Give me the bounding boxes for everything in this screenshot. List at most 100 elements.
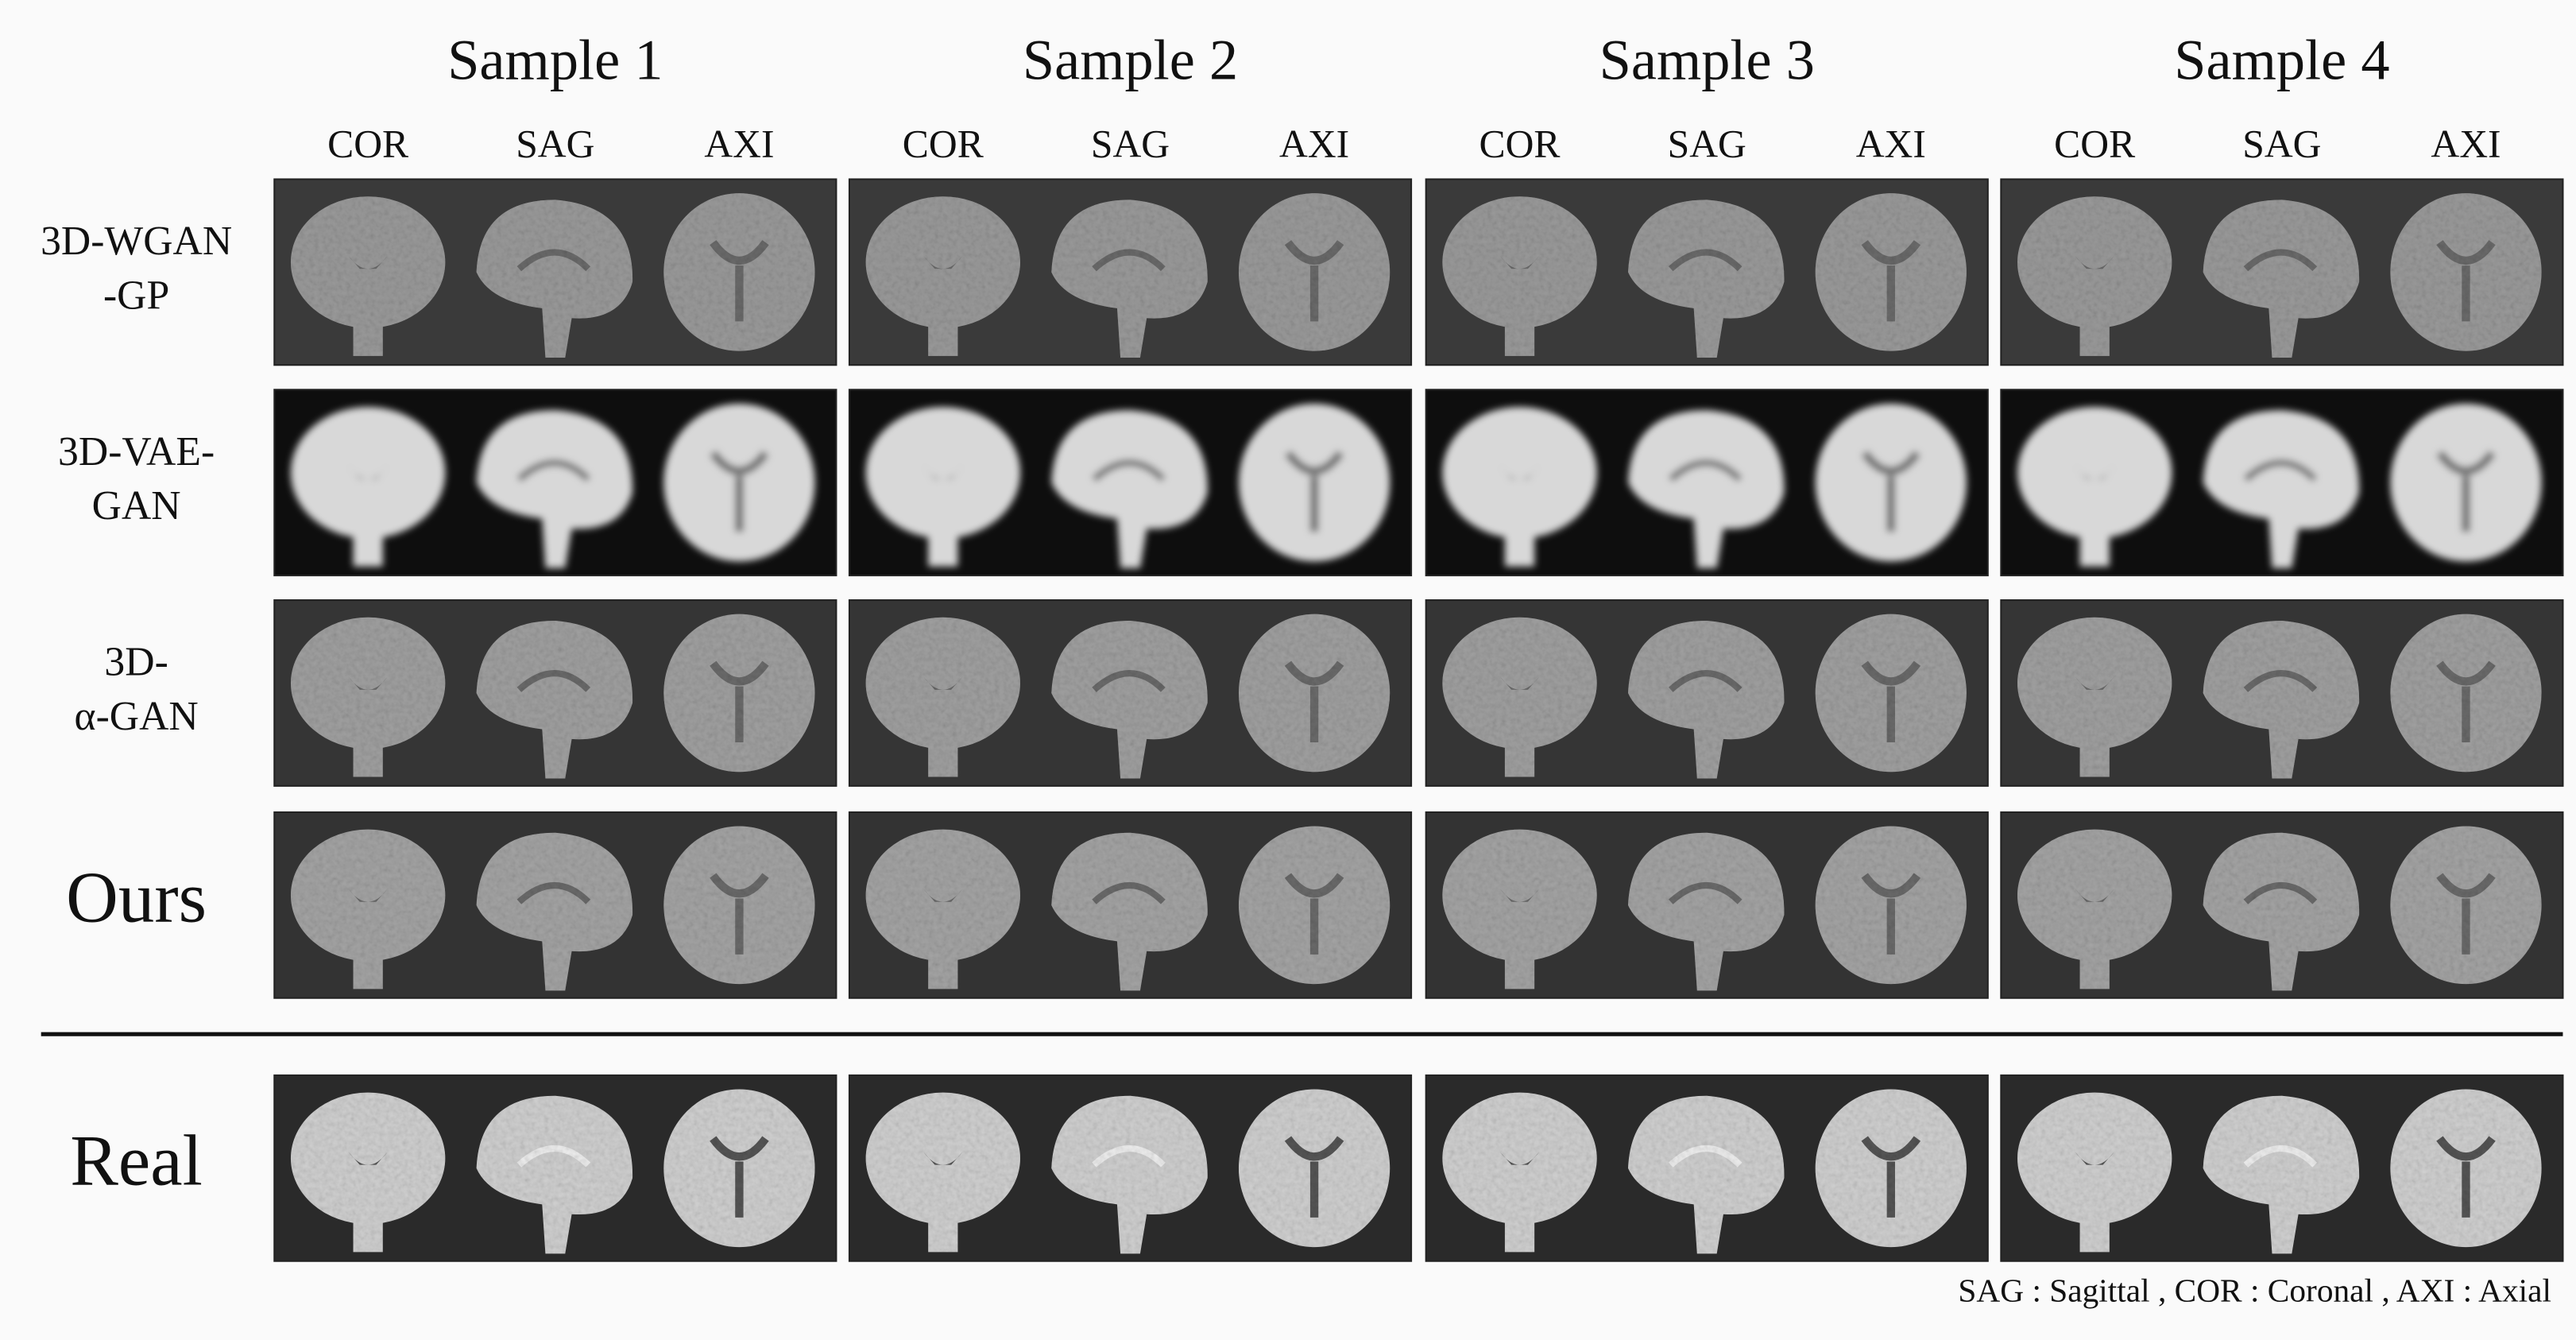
coronal-slice	[1442, 407, 1597, 539]
row-label: α-GAN	[74, 694, 198, 739]
ventricle	[922, 466, 963, 480]
sagittal-slice	[476, 199, 633, 358]
brainstem	[353, 313, 383, 356]
brainstem	[1504, 523, 1535, 567]
sagittal-slice	[2203, 832, 2360, 991]
view-label: AXI	[704, 122, 774, 166]
corpus-callosum	[1668, 882, 1742, 904]
brain-slices	[2017, 614, 2542, 779]
sagittal-slice	[476, 620, 633, 779]
ventricle	[2075, 466, 2115, 480]
brainstem	[928, 1209, 958, 1253]
ventricle	[710, 239, 769, 322]
row-label: 3D-VAE-	[58, 429, 215, 474]
ventricle	[710, 450, 769, 533]
ventricle	[1499, 889, 1540, 902]
ventricle	[2436, 239, 2496, 322]
ventricle	[1499, 1152, 1540, 1165]
corpus-callosum	[1668, 1145, 1742, 1168]
brainstem	[2079, 313, 2110, 356]
brain-slices	[865, 614, 1390, 779]
sagittal-slice	[1627, 832, 1785, 991]
ventricle	[922, 889, 963, 902]
ventricle	[1499, 676, 1540, 690]
ventricle	[348, 889, 388, 902]
ventricle	[2436, 873, 2496, 955]
ventricle	[348, 255, 388, 269]
coronal-slice	[2017, 1092, 2172, 1225]
brainstem	[928, 734, 958, 777]
brainstem	[353, 1209, 383, 1253]
coronal-slice	[1442, 617, 1597, 749]
brain-slices	[290, 614, 815, 779]
corpus-callosum	[1092, 459, 1166, 482]
corpus-callosum	[2243, 670, 2318, 692]
brain-slices	[865, 1089, 1390, 1254]
sagittal-slice	[1627, 410, 1785, 568]
ventricle	[1861, 239, 1921, 322]
ventricle	[2436, 450, 2496, 533]
brain-slices	[1442, 193, 1967, 358]
coronal-slice	[290, 196, 446, 328]
sagittal-slice	[2203, 410, 2360, 568]
ventricle	[922, 1152, 963, 1165]
ventricle	[1861, 873, 1921, 955]
coronal-slice	[290, 617, 446, 749]
brain-slices	[290, 193, 815, 358]
brainstem	[2079, 946, 2110, 990]
ventricle	[2436, 1136, 2496, 1218]
brainstem	[928, 313, 958, 356]
ventricle	[1861, 1136, 1921, 1218]
brainstem	[2079, 1209, 2110, 1253]
ventricle	[710, 873, 769, 955]
brain-slices	[1442, 403, 1967, 568]
corpus-callosum	[1092, 249, 1166, 272]
coronal-slice	[2017, 829, 2172, 962]
brain-slices	[1442, 614, 1967, 779]
corpus-callosum	[2243, 249, 2318, 272]
brainstem	[353, 946, 383, 990]
ventricle	[1284, 1136, 1344, 1218]
coronal-slice	[865, 829, 1020, 962]
coronal-slice	[865, 196, 1020, 328]
coronal-slice	[865, 1092, 1020, 1225]
view-label: COR	[2054, 122, 2136, 166]
row-label: 3D-	[104, 640, 168, 685]
ventricle	[348, 676, 388, 690]
sagittal-slice	[1627, 199, 1785, 358]
brain-slices	[1442, 1089, 1967, 1254]
view-label: AXI	[1279, 122, 1349, 166]
coronal-slice	[1442, 1092, 1597, 1225]
ventricle	[1284, 450, 1344, 533]
corpus-callosum	[2243, 1145, 2318, 1168]
sagittal-slice	[476, 1095, 633, 1254]
coronal-slice	[865, 617, 1020, 749]
view-label: AXI	[2431, 122, 2501, 166]
sagittal-slice	[1051, 832, 1208, 991]
brain-slices	[865, 193, 1390, 358]
coronal-slice	[2017, 196, 2172, 328]
ventricle	[2075, 676, 2115, 690]
view-label: SAG	[1091, 122, 1170, 166]
view-label: SAG	[516, 122, 594, 166]
ventricle	[2075, 889, 2115, 902]
ventricle	[1284, 239, 1344, 322]
corpus-callosum	[1092, 882, 1166, 904]
sample-title: Sample 4	[2174, 28, 2389, 91]
view-label: AXI	[1856, 122, 1926, 166]
corpus-callosum	[516, 882, 591, 904]
brainstem	[2079, 734, 2110, 777]
sagittal-slice	[1627, 1095, 1785, 1254]
brain-slices	[290, 403, 815, 568]
corpus-callosum	[1668, 670, 1742, 692]
ventricle	[1499, 255, 1540, 269]
corpus-callosum	[516, 670, 591, 692]
coronal-slice	[1442, 196, 1597, 328]
sagittal-slice	[2203, 1095, 2360, 1254]
sagittal-slice	[1051, 620, 1208, 779]
brain-slices	[2017, 403, 2542, 568]
view-label: COR	[903, 122, 984, 166]
ventricle	[922, 255, 963, 269]
brainstem	[353, 523, 383, 567]
sagittal-slice	[1051, 410, 1208, 568]
